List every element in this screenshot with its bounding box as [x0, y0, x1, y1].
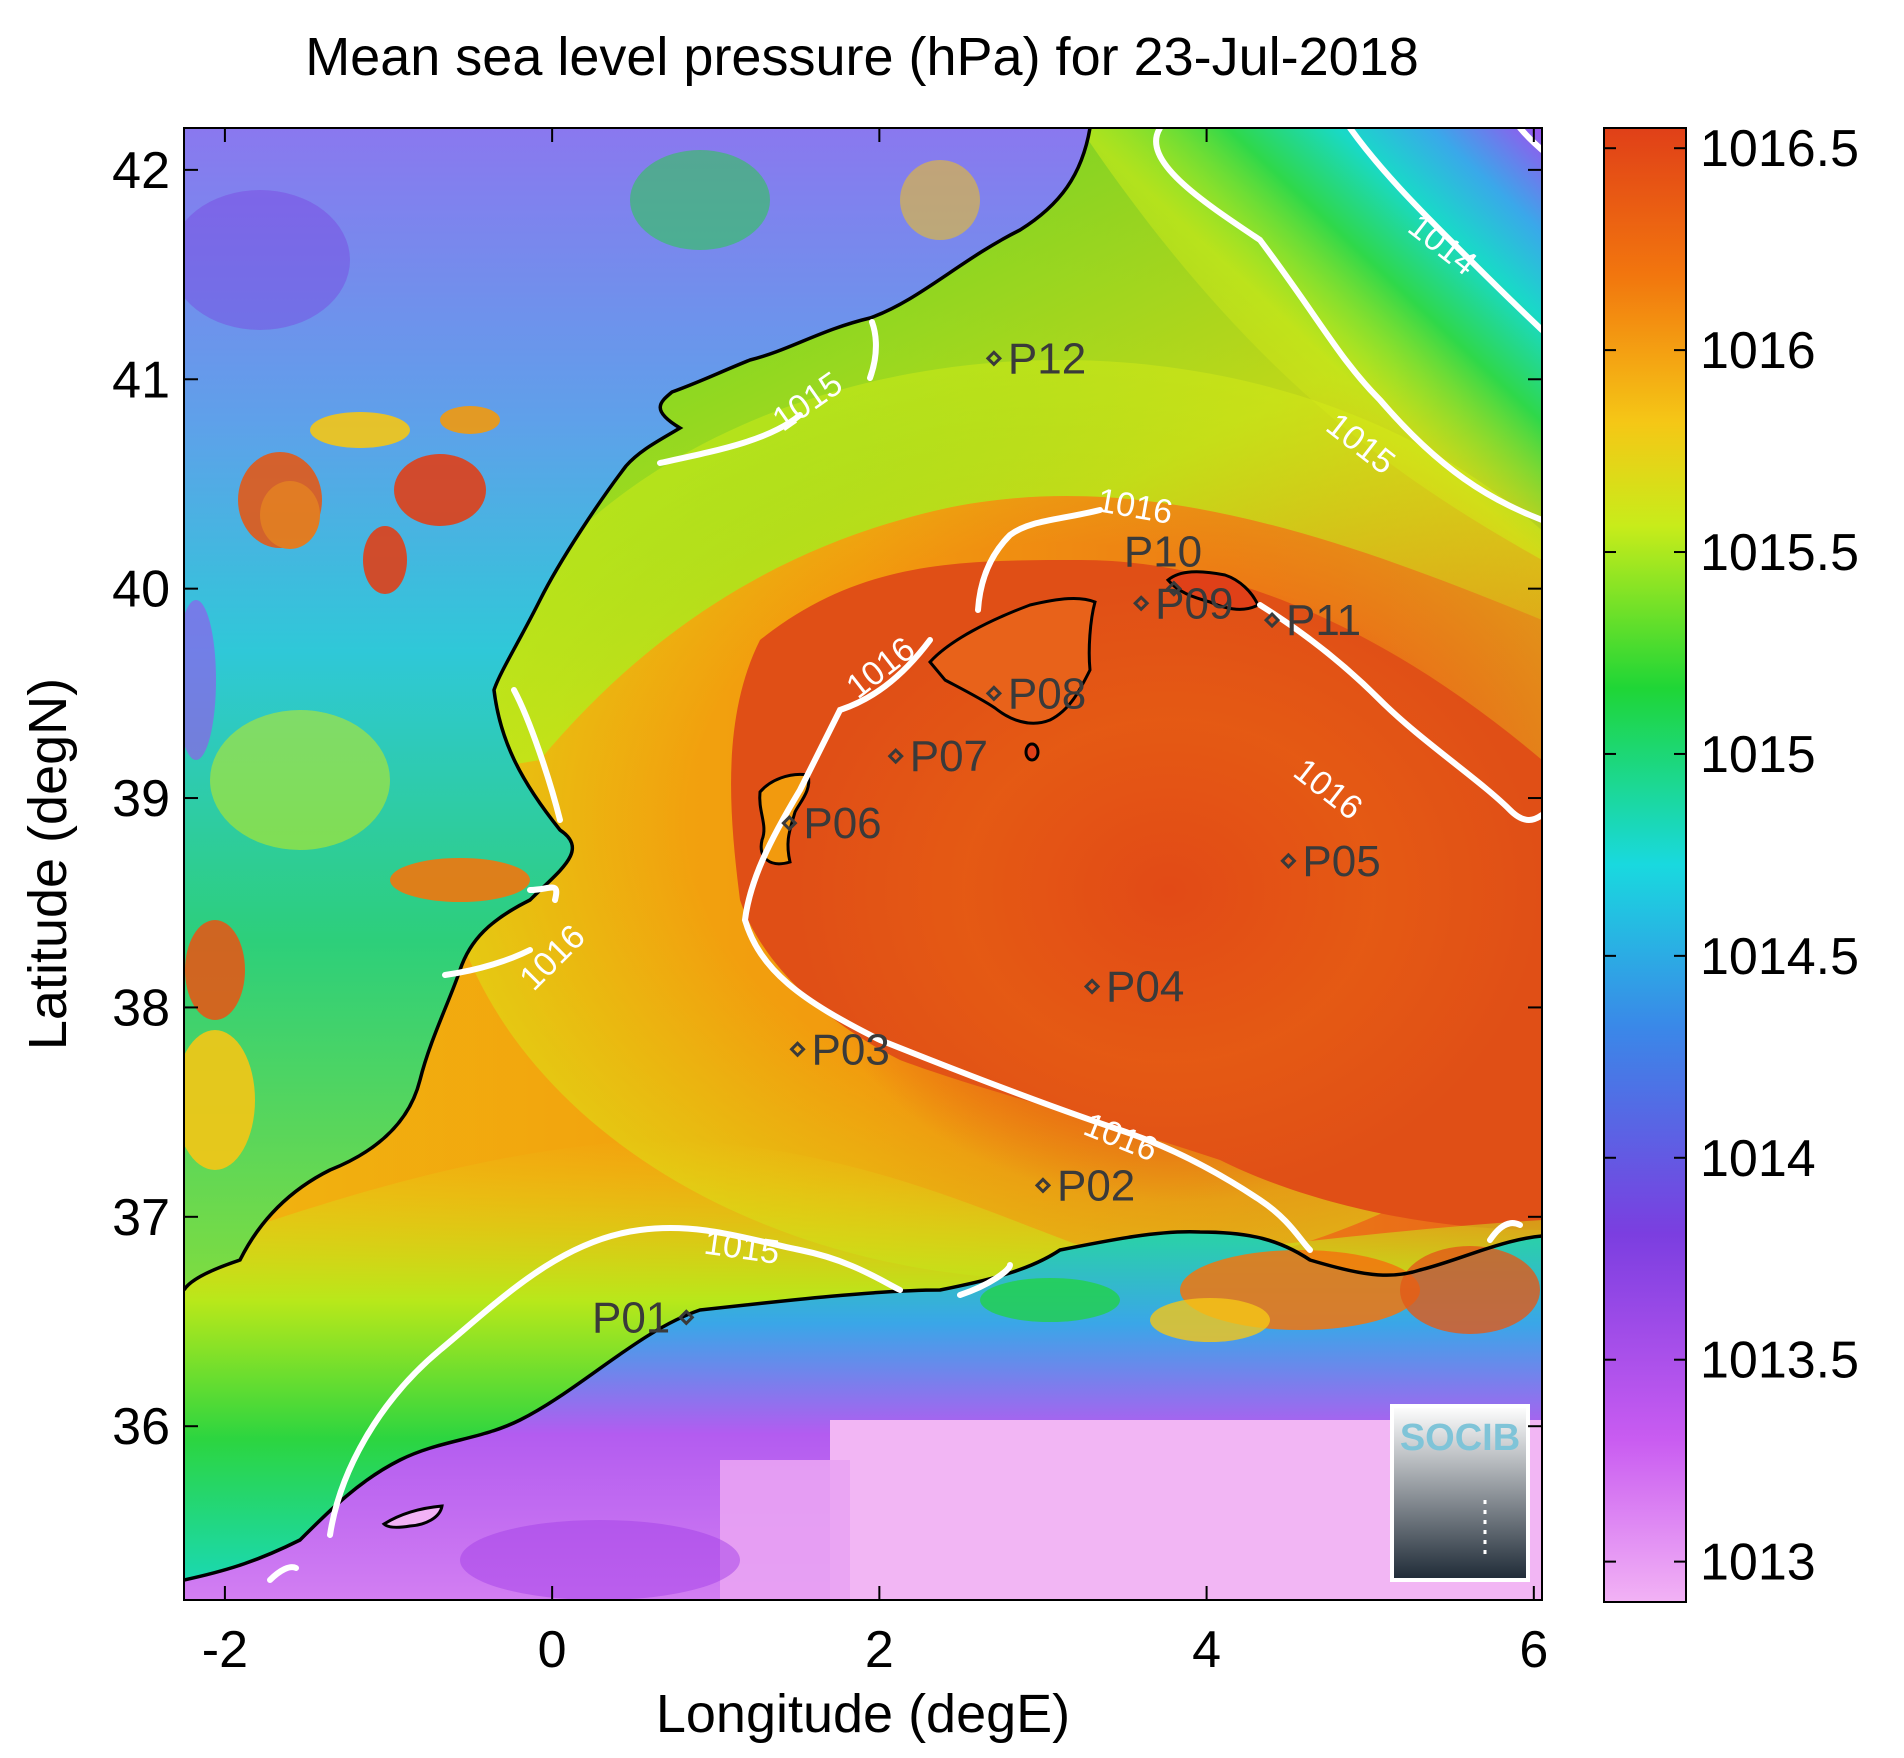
colorbar-tick-label: 1016 — [1700, 322, 1816, 380]
station-marker — [1083, 978, 1101, 995]
contour-1015-ne — [1153, 128, 1542, 523]
y-tick-label: 39 — [112, 770, 170, 828]
colorbar-gradient — [1603, 127, 1687, 1603]
y-tick-label: 42 — [112, 142, 170, 200]
y-axis: 36 37 38 39 40 41 42 — [112, 142, 1542, 1456]
x-tick-label: 2 — [865, 1621, 894, 1679]
colorbar-ticks: 1013 1013.5 1014 1014.5 1015 1015.5 1016 1016.5 — [1604, 120, 1859, 1592]
chart-title: Mean sea level pressure (hPa) for 23-Jul… — [305, 27, 1419, 87]
y-tick-label: 37 — [112, 1189, 170, 1247]
contour-1016-main — [741, 637, 1313, 1253]
colorbar-tick-label: 1015 — [1700, 726, 1816, 784]
colorbar-tick-label: 1013.5 — [1700, 1332, 1859, 1390]
contour-1016-se — [267, 1220, 1523, 1583]
colorbar-tick-label: 1014.5 — [1700, 928, 1859, 986]
contour-1016-east — [1257, 602, 1542, 823]
contour-1015-south — [327, 1225, 1013, 1538]
colorbar-tick-label: 1015.5 — [1700, 524, 1859, 582]
socib-logo: SOCIB — [1390, 1404, 1530, 1582]
station-label: P05 — [1302, 837, 1380, 886]
station-label: P04 — [1106, 962, 1184, 1011]
station-label: P01 — [592, 1293, 670, 1342]
station-marker — [1034, 1177, 1052, 1194]
station-label: P02 — [1057, 1161, 1135, 1210]
y-tick-label: 38 — [112, 979, 170, 1037]
station-label: P10 — [1124, 528, 1202, 577]
y-tick-label: 40 — [112, 561, 170, 619]
station-marker — [887, 748, 904, 765]
x-tick-label: 0 — [538, 1621, 567, 1679]
station-marker — [985, 685, 1003, 702]
iberia-relief — [184, 150, 980, 1170]
station-label: P11 — [1286, 596, 1361, 645]
x-tick-label: 4 — [1192, 1621, 1221, 1679]
mallorca — [928, 596, 1097, 725]
station-marker — [781, 815, 798, 832]
contour-1016-west — [442, 687, 563, 978]
colorbar-tick-label: 1016.5 — [1700, 120, 1859, 178]
station-marker — [1133, 595, 1150, 612]
y-axis-label: Latitude (degN) — [18, 678, 78, 1050]
y-tick-label: 41 — [112, 351, 170, 409]
colorbar-tick-label: 1014 — [1700, 1130, 1816, 1188]
x-tick-label: -2 — [202, 1621, 248, 1679]
contour-1015-north — [657, 319, 879, 466]
plot-frame — [183, 127, 1543, 1601]
contour-1016-mallorca — [975, 507, 1103, 613]
iberian-land — [184, 128, 1090, 1290]
socib-logo-text: SOCIB — [1400, 1417, 1520, 1459]
y-tick-label: 36 — [112, 1398, 170, 1456]
x-axis: -2 0 2 4 6 — [202, 128, 1548, 1679]
colorbar: 1013 1013.5 1014 1014.5 1015 1015.5 1016 1016.5 — [1603, 120, 1859, 1603]
alboran — [381, 1504, 444, 1529]
station-label: P12 — [1008, 334, 1086, 383]
colorbar-tick-label: 1013 — [1700, 1534, 1816, 1592]
station-marker — [1263, 611, 1281, 629]
x-tick-label: 6 — [1519, 1621, 1548, 1679]
station-marker — [678, 1309, 695, 1326]
station-marker — [1165, 580, 1182, 597]
iberian-coastline — [184, 128, 1092, 1292]
x-axis-label: Longitude (degE) — [656, 1684, 1070, 1744]
high-pressure-halo — [560, 440, 1542, 1260]
station-marker — [1280, 852, 1297, 869]
station-label: P09 — [1155, 579, 1233, 628]
cabrera — [1024, 742, 1040, 762]
station-label: P07 — [910, 732, 988, 781]
station-marker — [789, 1041, 806, 1058]
station-marker — [985, 350, 1003, 367]
station-label: P03 — [812, 1025, 890, 1074]
pressure-contours — [267, 128, 1542, 1583]
station-label: P08 — [1008, 669, 1086, 718]
station-label: P06 — [803, 799, 881, 848]
